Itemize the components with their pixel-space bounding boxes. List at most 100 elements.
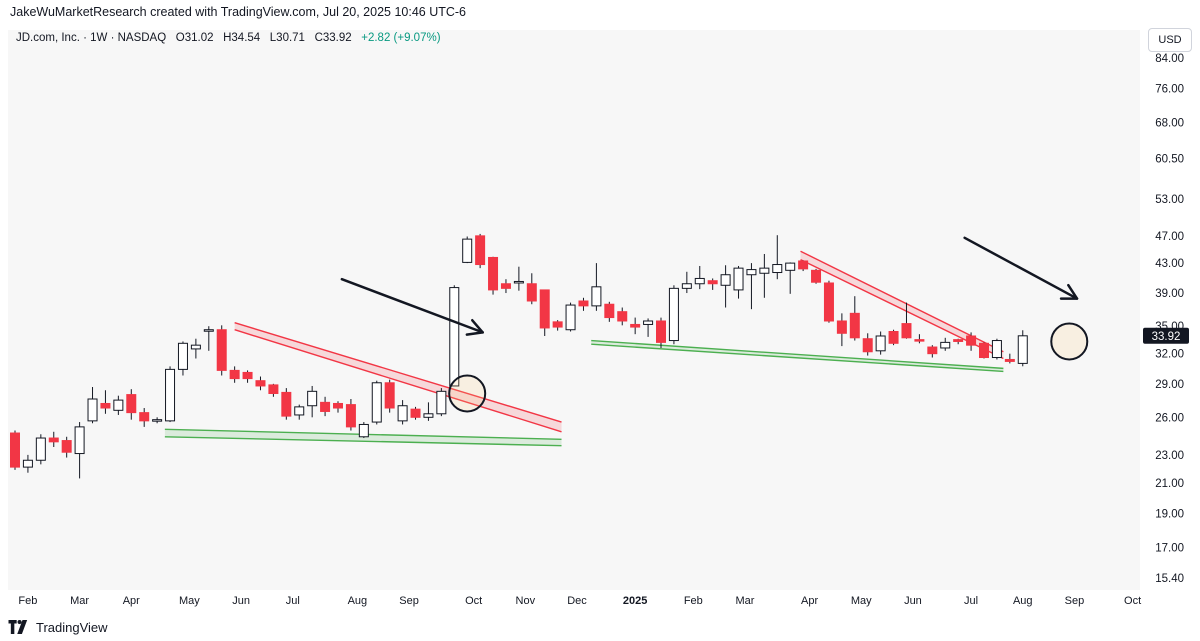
x-axis-labels: Feb Mar Apr May Jun Jul Aug Sep Oct Nov Dec 2025 Feb… — [18, 595, 1141, 607]
candle-body — [733, 267, 744, 291]
y-tick-label: 23.00 — [1155, 450, 1184, 462]
candle — [74, 422, 85, 479]
candle-body — [798, 260, 809, 270]
candle — [475, 233, 486, 269]
candle-body — [772, 264, 783, 274]
candle — [966, 332, 977, 351]
candle — [733, 265, 744, 299]
candle — [268, 383, 279, 397]
candle-body — [862, 338, 873, 353]
resistance-channel-fill — [234, 322, 562, 432]
price-change: +2.82 (+9.07%) — [361, 32, 441, 44]
candle-body — [953, 339, 964, 342]
arrow-line — [963, 236, 1079, 300]
candle — [940, 337, 951, 351]
candle-body — [849, 312, 860, 339]
candle — [630, 317, 641, 335]
y-tick-label: 39.00 — [1155, 288, 1184, 300]
candle — [785, 262, 796, 294]
x-tick-label: May — [851, 595, 872, 607]
candle-body — [410, 408, 421, 418]
x-tick-label: Jun — [904, 595, 922, 607]
arrow-head — [1059, 283, 1079, 300]
ohlc-high: H34.54 — [223, 32, 261, 44]
candle — [681, 271, 692, 294]
candle-body — [901, 323, 912, 339]
candle — [152, 417, 163, 424]
candle — [10, 430, 20, 470]
candle — [901, 302, 912, 339]
y-tick-label: 26.00 — [1155, 412, 1184, 424]
candle-body — [113, 399, 124, 411]
candle — [591, 263, 602, 311]
candle — [139, 408, 150, 427]
y-tick-label: 15.40 — [1155, 573, 1184, 585]
support-channel-fill — [164, 429, 562, 446]
candle — [165, 366, 176, 423]
candle — [333, 401, 343, 413]
candle — [35, 434, 46, 465]
candle-body — [294, 406, 305, 416]
time-axis[interactable] — [0, 590, 1140, 610]
candle — [61, 436, 72, 458]
currency-button[interactable]: USD — [1148, 28, 1192, 52]
candle-body — [681, 283, 692, 289]
candle — [436, 388, 447, 417]
price-axis[interactable] — [1140, 30, 1200, 590]
candle — [953, 338, 964, 345]
annotation-arrows — [340, 236, 1079, 336]
candle — [177, 341, 188, 376]
candle-body — [100, 402, 111, 409]
candle — [617, 307, 628, 326]
highlight-circle — [1050, 322, 1089, 361]
x-tick-label: May — [179, 595, 200, 607]
tradingview-logo-icon[interactable] — [8, 620, 30, 634]
footer: TradingView — [8, 617, 108, 637]
last-price-label: 33.92 — [1152, 331, 1181, 343]
resistance-channel-upper-line — [800, 250, 1004, 353]
y-tick-label: 84.00 — [1155, 53, 1184, 65]
y-tick-label: 53.00 — [1155, 194, 1184, 206]
y-tick-label: 19.00 — [1155, 508, 1184, 520]
symbol-name: JD.com, Inc. · 1W · NASDAQ — [16, 32, 167, 44]
candle — [190, 338, 201, 359]
candle-body — [991, 340, 1002, 359]
candle-body — [74, 426, 85, 455]
candle-body — [836, 320, 847, 334]
candle-body — [500, 283, 511, 289]
x-tick-label: Jul — [964, 595, 978, 607]
candle-body — [242, 371, 253, 380]
footer-brand[interactable]: TradingView — [36, 619, 108, 635]
support-channel-fill — [591, 340, 1004, 372]
chart-credit: JakeWuMarketResearch created with Tradin… — [10, 5, 467, 19]
y-tick-label: 60.50 — [1155, 153, 1184, 165]
candle — [875, 331, 886, 355]
resistance-channel-lower-line — [234, 329, 562, 433]
candle-body — [35, 437, 46, 461]
candle-body — [281, 391, 292, 417]
y-axis-labels: 84.00 76.00 68.00 60.50 53.00 47.00 43.00 39.00… — [1155, 53, 1184, 585]
candle — [229, 366, 240, 383]
candle-body — [591, 286, 602, 307]
candle — [1017, 330, 1028, 367]
candle — [462, 236, 473, 264]
candle — [358, 422, 369, 439]
support-channel-upper-line — [591, 339, 1004, 370]
x-tick-label: Feb — [684, 595, 703, 607]
candle — [720, 265, 731, 308]
candle-body — [384, 382, 395, 409]
candle — [643, 318, 654, 337]
candle-body — [979, 342, 989, 359]
last-price-tag-bg — [1143, 327, 1189, 344]
candle — [565, 302, 576, 332]
candle-body — [152, 419, 163, 422]
x-tick-label: Aug — [1013, 595, 1033, 607]
resistance-channel-fill — [800, 251, 1004, 359]
arrow-line — [340, 277, 484, 334]
candle — [979, 342, 989, 359]
annotation-circles — [448, 322, 1089, 413]
support-channel-lower-line — [591, 343, 1004, 373]
x-tick-label: Sep — [399, 595, 419, 607]
candle — [604, 301, 615, 322]
candle-body — [513, 280, 524, 284]
